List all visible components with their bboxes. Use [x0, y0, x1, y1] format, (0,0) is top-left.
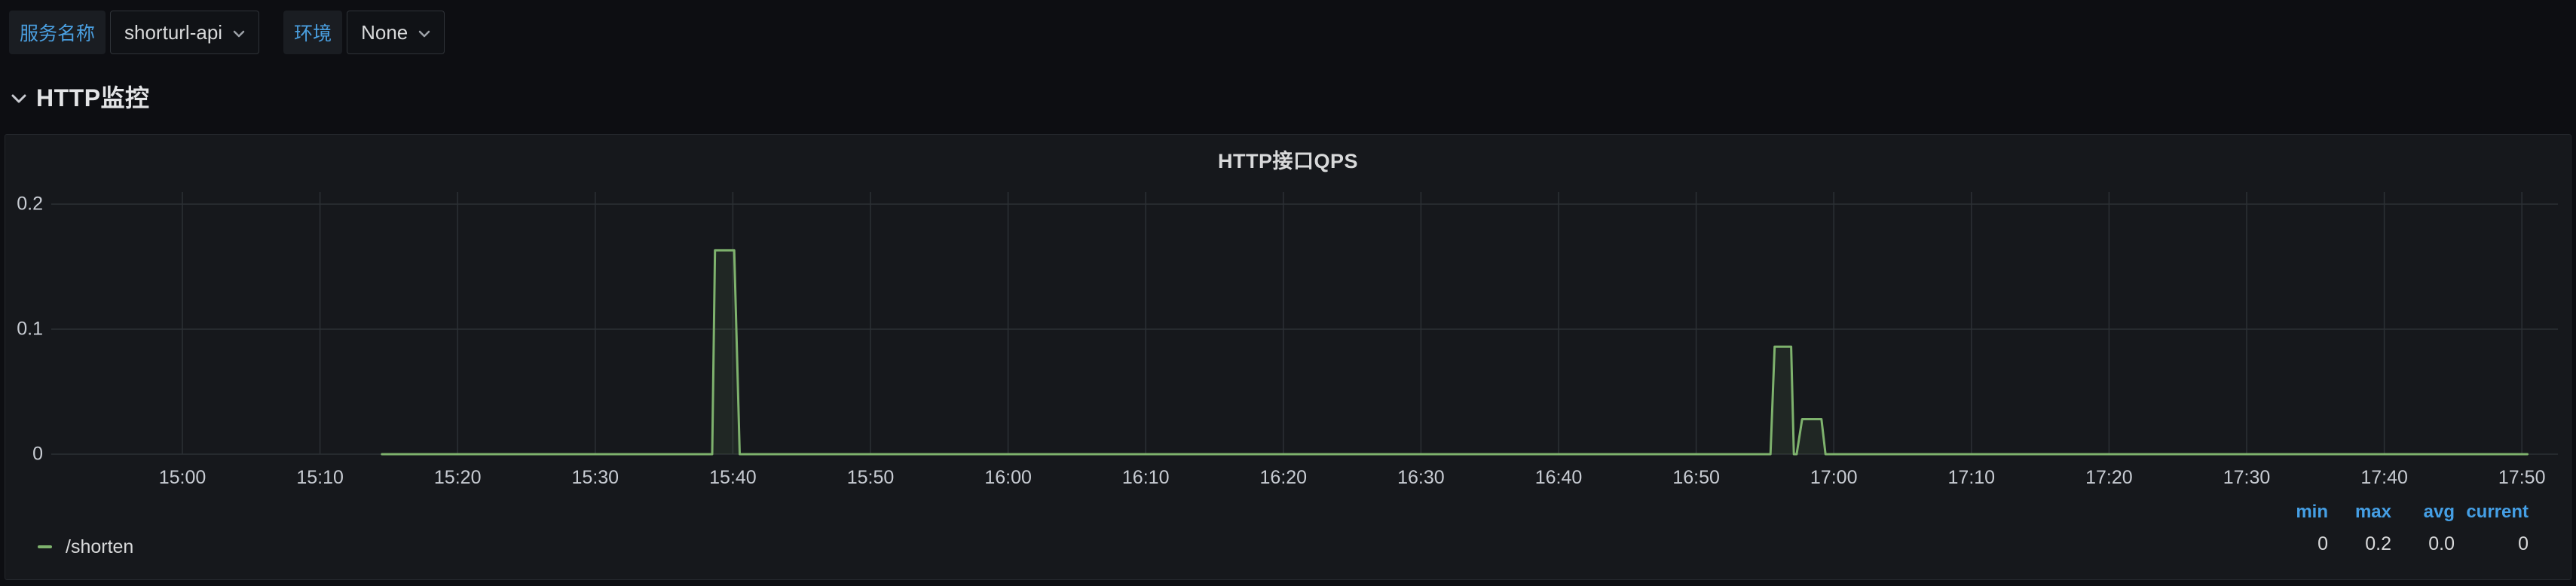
env-dropdown[interactable]: None: [347, 11, 445, 54]
x-tick-label: 17:00: [1810, 467, 1858, 488]
x-tick-label: 16:40: [1534, 467, 1583, 488]
x-tick-label: 15:50: [846, 467, 895, 488]
y-tick-label: 0.1: [17, 318, 43, 340]
legend-stats-values: 0 0.2 0.0 0: [2260, 533, 2529, 555]
stat-header-avg[interactable]: avg: [2423, 502, 2455, 522]
x-tick-label: 15:00: [158, 467, 207, 488]
chevron-down-icon: [11, 93, 27, 103]
stat-header-current[interactable]: current: [2466, 502, 2529, 522]
stat-header-min[interactable]: min: [2296, 502, 2328, 522]
series-color-swatch: [38, 545, 52, 548]
legend: /shorten: [38, 536, 133, 557]
section-row-http-monitoring[interactable]: HTTP监控: [11, 81, 150, 111]
x-tick-label: 15:10: [296, 467, 344, 488]
series-name[interactable]: /shorten: [66, 536, 134, 557]
stat-value-max: 0.2: [2365, 533, 2391, 554]
x-tick-label: 15:20: [433, 467, 482, 488]
env-variable-label: 环境: [283, 11, 343, 54]
env-dropdown-value: None: [361, 20, 408, 44]
service-dropdown-value: shorturl-api: [124, 20, 223, 44]
x-tick-label: 16:30: [1397, 467, 1445, 488]
panel-title[interactable]: HTTP接口QPS: [1217, 150, 1358, 172]
service-variable-label: 服务名称: [9, 11, 106, 54]
x-tick-label: 15:30: [571, 467, 620, 488]
stat-value-min: 0: [2317, 533, 2328, 554]
x-tick-label: 15:40: [709, 467, 757, 488]
y-tick-label: 0: [32, 443, 43, 465]
stat-value-avg: 0.0: [2428, 533, 2455, 554]
qps-panel: [5, 134, 2571, 580]
x-tick-label: 17:20: [2085, 467, 2133, 488]
x-tick-label: 17:30: [2223, 467, 2271, 488]
y-tick-label: 0.2: [17, 193, 43, 215]
legend-stats-table: min max avg current 0 0.2 0.0 0: [2260, 502, 2529, 555]
env-variable-group: 环境 None: [283, 11, 445, 54]
legend-stats-headers: min max avg current: [2260, 502, 2529, 523]
x-tick-label: 17:40: [2360, 467, 2408, 488]
stat-value-current: 0: [2518, 533, 2529, 554]
section-title: HTTP监控: [36, 84, 150, 111]
service-dropdown[interactable]: shorturl-api: [110, 11, 260, 54]
stat-header-max[interactable]: max: [2354, 502, 2391, 522]
service-variable-group: 服务名称 shorturl-api: [9, 11, 260, 54]
x-tick-label: 17:10: [1947, 467, 1996, 488]
chevron-down-icon: [233, 30, 245, 38]
x-tick-label: 17:50: [2498, 467, 2546, 488]
chevron-down-icon: [418, 30, 430, 38]
x-tick-label: 16:00: [984, 467, 1032, 488]
x-tick-label: 16:20: [1259, 467, 1308, 488]
x-tick-label: 16:50: [1672, 467, 1720, 488]
variables-bar: 服务名称 shorturl-api 环境 None: [9, 11, 445, 54]
x-tick-label: 16:10: [1121, 467, 1170, 488]
